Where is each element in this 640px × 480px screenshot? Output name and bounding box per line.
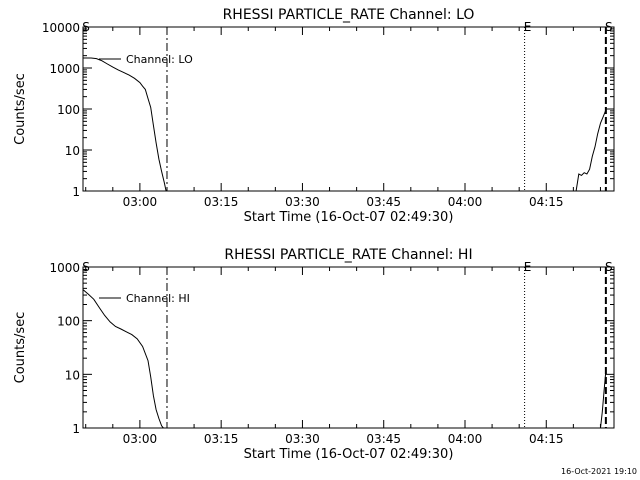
y-axis-label: Counts/sec [13,312,28,384]
event-marker-label: S [605,260,613,274]
series-line [575,109,607,192]
legend-label: Channel: HI [126,292,190,305]
x-tick-label: 04:15 [529,195,564,209]
series-line [83,57,167,192]
y-tick-label: 100 [57,315,80,329]
y-tick-label: 10 [65,368,80,382]
event-marker-label: S [82,260,90,274]
y-tick-label: 100 [57,103,80,117]
legend-label: Channel: LO [126,53,193,66]
y-tick-label: 10000 [42,21,80,35]
y-tick-label: 10 [65,144,80,158]
chart-title: RHESSI PARTICLE_RATE Channel: HI [224,247,472,263]
series-line [82,289,164,429]
event-marker-label: E [524,20,532,34]
x-tick-label: 03:15 [204,432,239,446]
x-tick-label: 04:15 [529,432,564,446]
x-tick-label: 03:00 [123,195,158,209]
x-tick-label: 04:00 [448,195,483,209]
x-tick-label: 03:15 [204,195,239,209]
y-axis-label: Counts/sec [13,73,28,145]
chart-title: RHESSI PARTICLE_RATE Channel: LO [223,7,475,23]
x-tick-label: 04:00 [448,432,483,446]
x-axis-label: Start Time (16-Oct-07 02:49:30) [244,447,454,462]
x-tick-label: 03:45 [366,195,401,209]
series-line [600,370,607,429]
y-tick-label: 1000 [49,261,80,275]
footer-timestamp: 16-Oct-2021 19:10 [561,467,637,476]
x-tick-label: 03:45 [366,432,401,446]
plot-frame [82,266,615,429]
y-tick-label: 1000 [49,62,80,76]
x-tick-label: 03:30 [285,195,320,209]
chart-panel-1: RHESSI PARTICLE_RATE Channel: LO 03:00 03:… [13,7,615,225]
x-tick-label: 03:30 [285,432,320,446]
x-tick-label: 03:00 [123,432,158,446]
event-marker-label: S [605,20,613,34]
event-marker-label: E [524,260,532,274]
y-tick-label: 1 [72,422,80,436]
chart-panel-2: RHESSI PARTICLE_RATE Channel: HI 03:00 03:… [13,247,615,462]
event-marker-label: S [82,20,90,34]
x-axis-label: Start Time (16-Oct-07 02:49:30) [244,210,454,225]
y-tick-label: 1 [72,185,80,199]
